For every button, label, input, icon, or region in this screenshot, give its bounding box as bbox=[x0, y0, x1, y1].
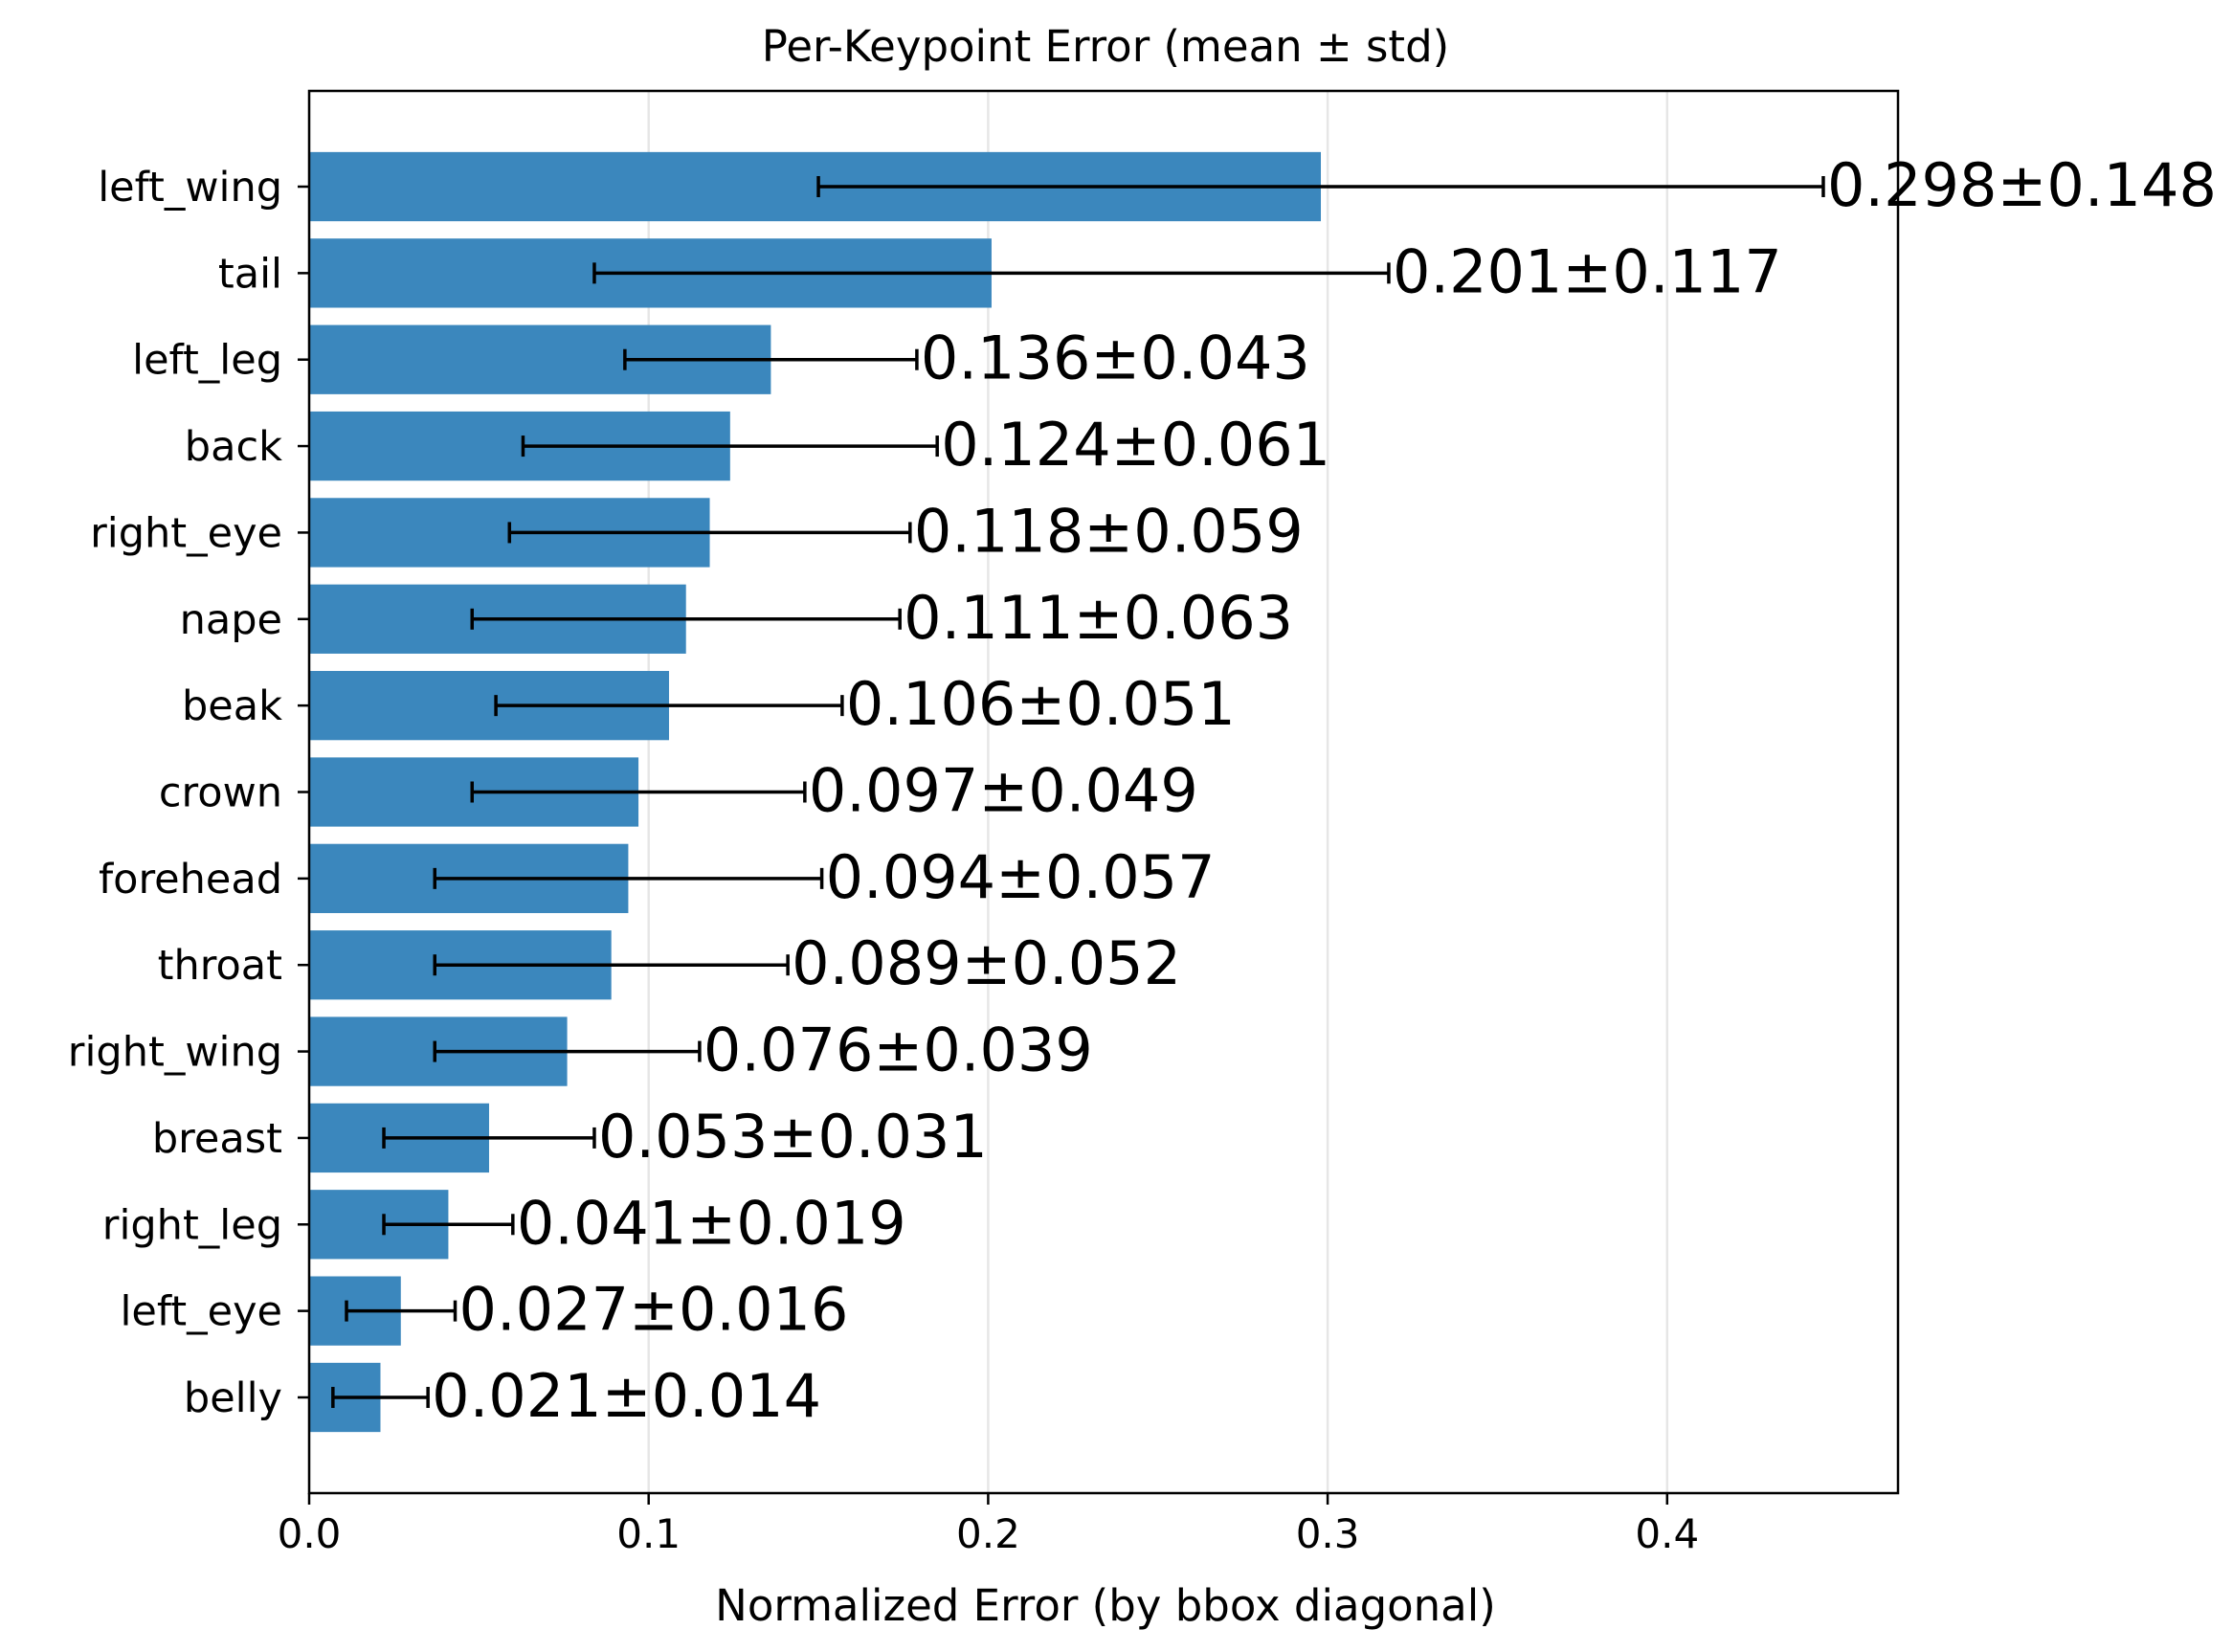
x-tick-label: 0.3 bbox=[1296, 1510, 1360, 1557]
data-label: 0.111±0.063 bbox=[904, 583, 1293, 653]
y-tick-label: nape bbox=[180, 596, 282, 644]
x-tick-label: 0.0 bbox=[278, 1510, 342, 1557]
data-label: 0.124±0.061 bbox=[941, 410, 1330, 480]
data-label: 0.076±0.039 bbox=[703, 1016, 1093, 1085]
y-tick-label: left_wing bbox=[98, 164, 282, 212]
y-tick-label: left_eye bbox=[120, 1288, 282, 1336]
data-label: 0.021±0.014 bbox=[432, 1361, 821, 1431]
data-label: 0.053±0.031 bbox=[598, 1102, 988, 1172]
x-tick-label: 0.4 bbox=[1635, 1510, 1699, 1557]
y-tick-label: breast bbox=[152, 1115, 282, 1163]
data-label: 0.094±0.057 bbox=[826, 842, 1216, 912]
y-tick-label: forehead bbox=[99, 856, 282, 904]
y-tick-label: left_leg bbox=[132, 337, 282, 385]
data-label: 0.136±0.043 bbox=[921, 324, 1310, 393]
data-label: 0.089±0.052 bbox=[792, 928, 1181, 998]
x-axis-title: Normalized Error (by bbox diagonal) bbox=[715, 1580, 1496, 1631]
y-tick-label: tail bbox=[218, 250, 282, 298]
y-tick-label: right_eye bbox=[90, 509, 282, 557]
error-bars bbox=[331, 176, 1825, 1408]
y-tick-label: belly bbox=[184, 1374, 282, 1422]
data-label: 0.027±0.016 bbox=[459, 1275, 849, 1345]
data-label: 0.201±0.117 bbox=[1393, 236, 1782, 306]
chart-title: Per-Keypoint Error (mean ± std) bbox=[762, 21, 1449, 72]
data-label: 0.041±0.019 bbox=[517, 1188, 906, 1258]
y-tick-label: crown bbox=[159, 770, 282, 817]
y-tick-label: back bbox=[185, 423, 282, 471]
data-label: 0.118±0.059 bbox=[914, 496, 1304, 566]
plot-frame bbox=[307, 89, 1900, 1495]
data-labels: 0.298±0.148 0.201±0.117 0.136±0.043 0.124±0… bbox=[432, 150, 2217, 1431]
data-label: 0.097±0.049 bbox=[809, 756, 1198, 826]
y-tick-label: beak bbox=[182, 682, 282, 730]
y-tick-label: right_leg bbox=[102, 1201, 282, 1249]
y-tick-label: right_wing bbox=[68, 1029, 282, 1077]
data-label: 0.106±0.051 bbox=[846, 669, 1236, 739]
y-tick-label: throat bbox=[158, 942, 282, 990]
x-tick-label: 0.2 bbox=[956, 1510, 1020, 1557]
x-tick-label: 0.1 bbox=[616, 1510, 681, 1557]
data-label: 0.298±0.148 bbox=[1827, 150, 2217, 220]
